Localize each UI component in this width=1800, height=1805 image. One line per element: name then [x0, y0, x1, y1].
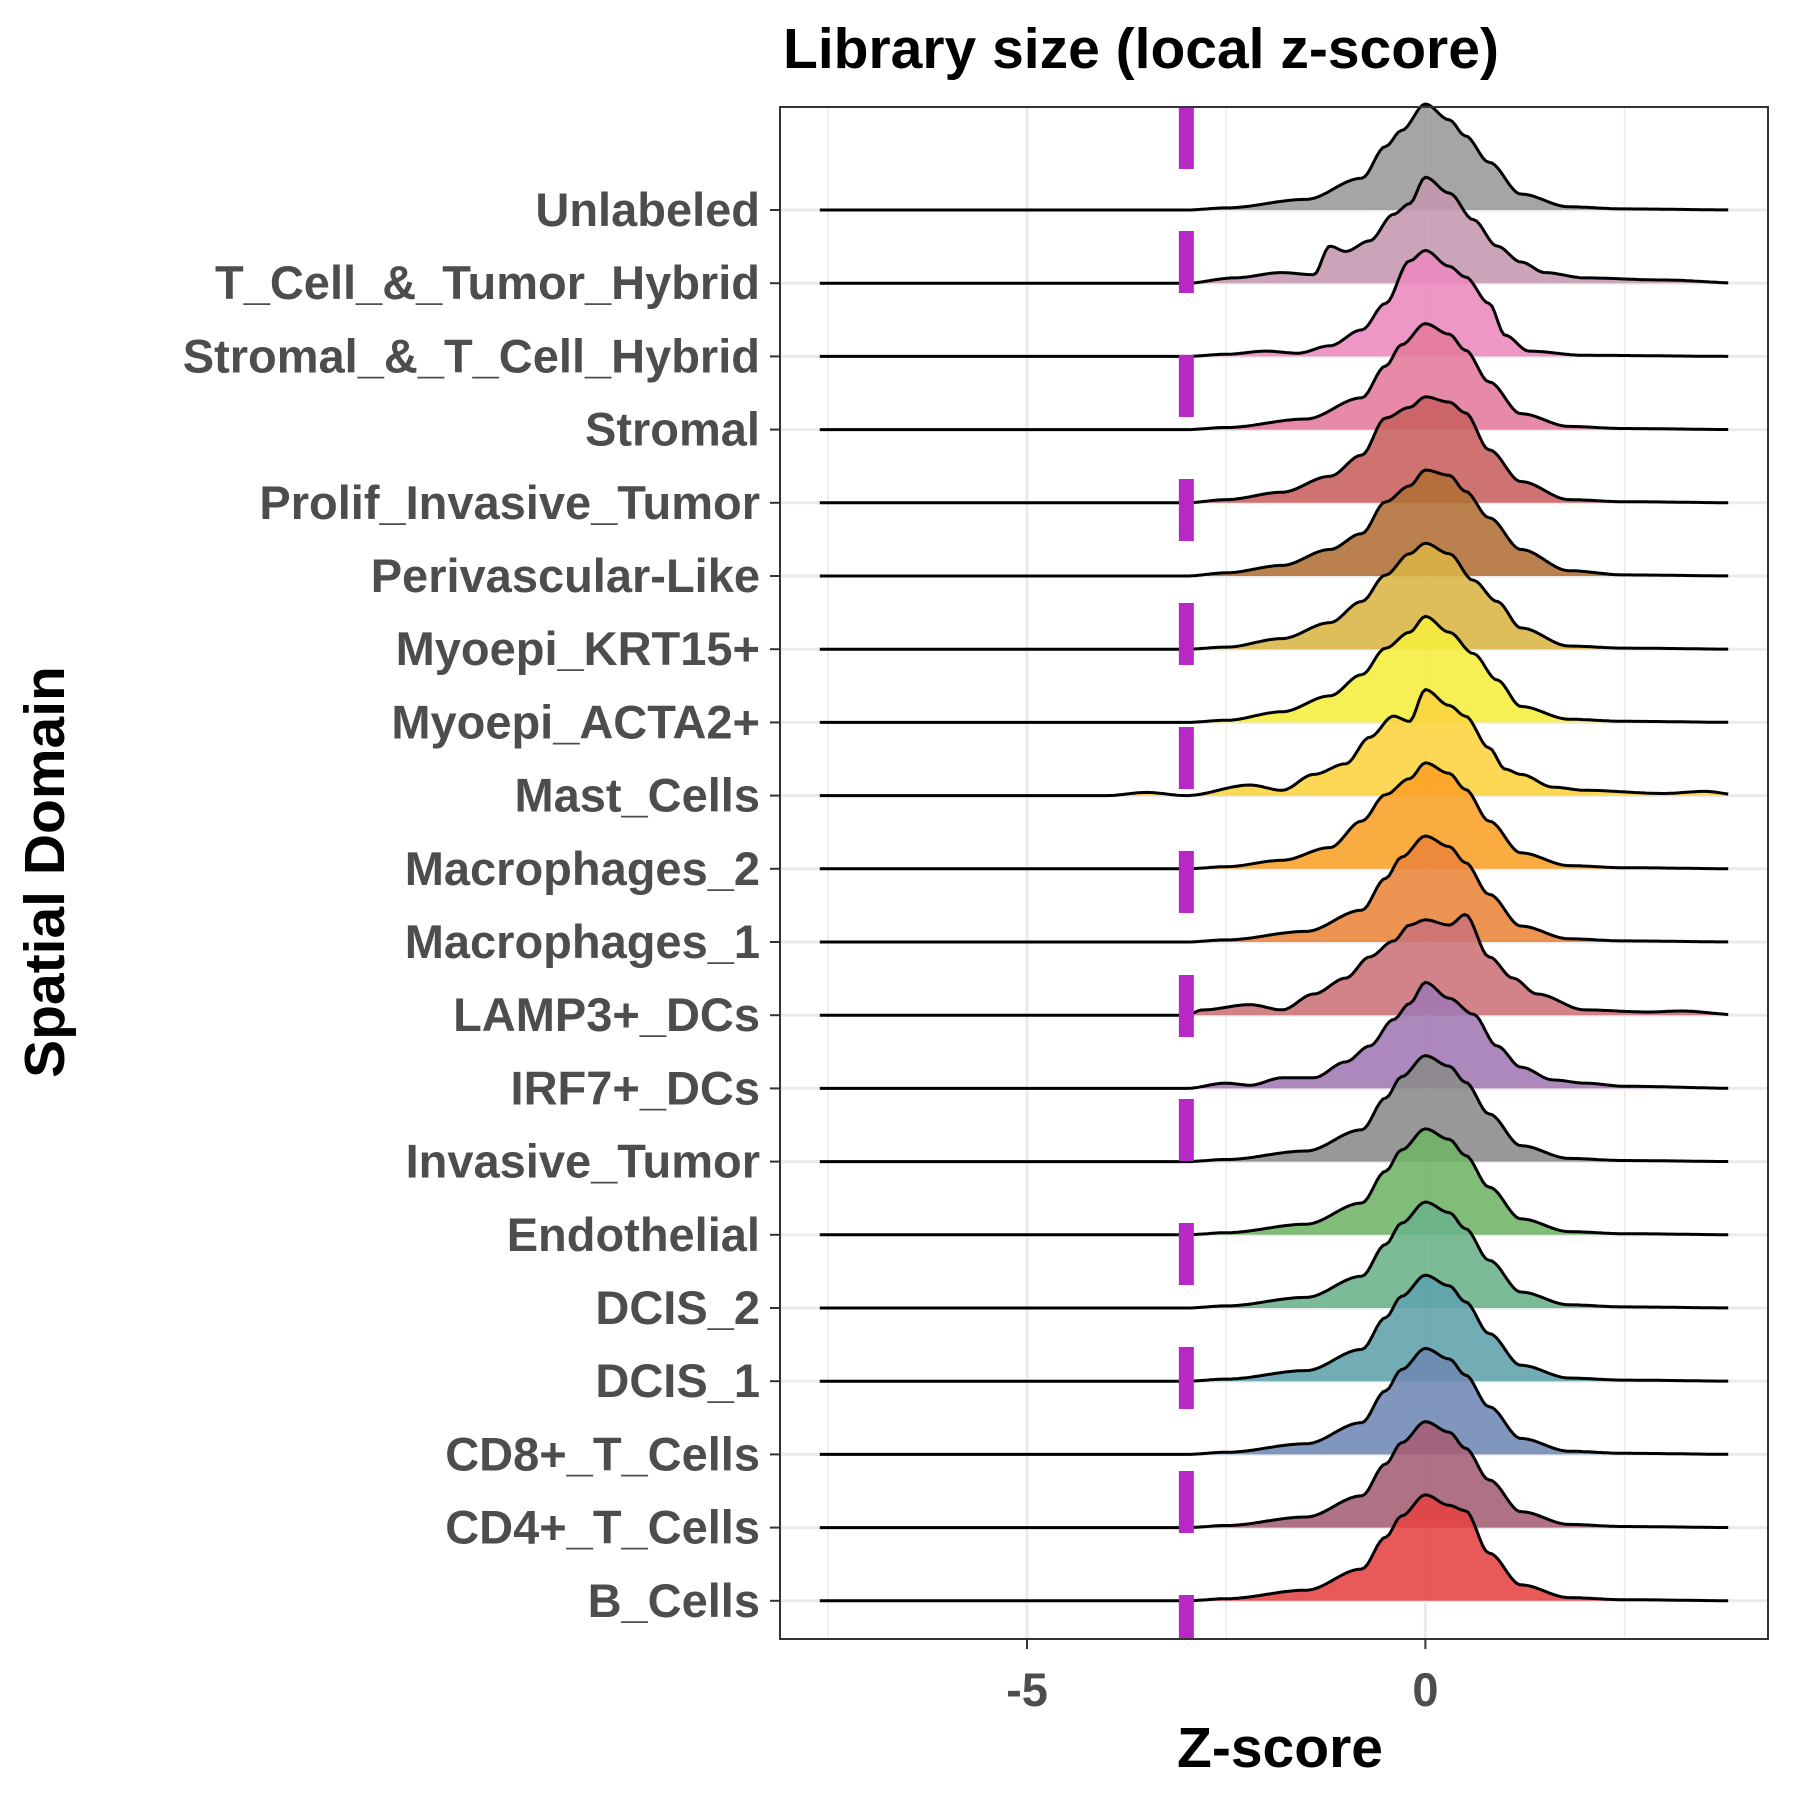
ridge-outline-invasive-tumor: [819, 1054, 1729, 1164]
ridge-fill-myoepi-krt15: [819, 543, 1729, 650]
ridge-layer: [819, 102, 1729, 1603]
y-category-label: IRF7+_DCs: [511, 1061, 760, 1114]
category-label-layer: Unlabeled T_Cell_&_Tumor_Hybrid Stromal_&_…: [183, 183, 780, 1627]
y-category-label: Macrophages_2: [405, 842, 760, 895]
y-category-label: Invasive_Tumor: [406, 1135, 760, 1188]
y-category-label: Endothelial: [507, 1208, 760, 1261]
ridge-outline-dcis-1: [819, 1273, 1729, 1383]
y-category-label: CD4+_T_Cells: [445, 1501, 760, 1554]
y-category-label: B_Cells: [588, 1574, 760, 1627]
ridge-fill-macrophages-1: [819, 836, 1729, 942]
ridge-outline-macrophages-1: [819, 834, 1729, 944]
ridge-outline-myoepi-acta2: [819, 614, 1729, 724]
y-category-label: Mast_Cells: [514, 769, 760, 822]
ridge-fill-unlabeled: [819, 104, 1729, 210]
ridge-fill-myoepi-acta2: [819, 616, 1729, 723]
ridge-fill-perivascular-like: [819, 470, 1729, 576]
ridge-outline-cd8-t-cells: [819, 1346, 1729, 1456]
y-category-label: Myoepi_ACTA2+: [391, 695, 760, 748]
y-category-label: Prolif_Invasive_Tumor: [259, 476, 760, 529]
y-category-label: Stromal_&_T_Cell_Hybrid: [183, 329, 760, 382]
ridge-fill-t-cell-tumor-hybrid: [819, 177, 1729, 284]
y-category-label: Macrophages_1: [405, 915, 760, 968]
ridge-outline-irf7-dcs: [819, 980, 1729, 1090]
ridge-outline-macrophages-2: [819, 761, 1729, 871]
ridge-outline-stromal-t-cell-hybrid: [819, 248, 1729, 358]
x-tick-label: -5: [1006, 1663, 1048, 1716]
ridge-outline-t-cell-tumor-hybrid: [819, 175, 1729, 285]
ridge-fill-prolif-invasive-tumor: [819, 396, 1729, 503]
chart-title: Library size (local z-score): [783, 17, 1499, 81]
ridge-outline-stromal: [819, 322, 1729, 432]
ridge-fill-irf7-dcs: [819, 982, 1729, 1089]
y-category-label: LAMP3+_DCs: [453, 988, 760, 1041]
ridge-outline-lamp3-dcs: [819, 913, 1729, 1017]
panel-border: [779, 106, 1769, 1640]
ridge-fill-dcis-2: [819, 1202, 1729, 1308]
ridge-outline-perivascular-like: [819, 468, 1729, 578]
ridge-outline-cd4-t-cells: [819, 1420, 1729, 1530]
ridge-fill-dcis-1: [819, 1275, 1729, 1382]
y-category-label: Perivascular-Like: [371, 549, 760, 602]
ridge-fill-endothelial: [819, 1128, 1729, 1235]
y-category-label: Unlabeled: [535, 183, 760, 236]
ridge-fill-lamp3-dcs: [819, 914, 1729, 1016]
y-category-label: DCIS_1: [595, 1354, 760, 1407]
y-category-label: Stromal: [585, 403, 760, 456]
x-tick-label: 0: [1412, 1663, 1438, 1716]
y-category-label: DCIS_2: [595, 1281, 760, 1334]
ridge-fill-cd4-t-cells: [819, 1421, 1729, 1528]
ridge-fill-mast-cells: [819, 689, 1729, 796]
ridge-outline-mast-cells: [819, 688, 1729, 798]
ridge-fill-stromal: [819, 323, 1729, 430]
ridge-outline-myoepi-krt15: [819, 541, 1729, 651]
x-axis-title: Z-score: [1177, 1716, 1383, 1780]
ridge-fill-b-cells: [819, 1494, 1729, 1601]
ridge-fill-macrophages-2: [819, 762, 1729, 869]
y-category-label: Myoepi_KRT15+: [396, 622, 760, 675]
y-axis-title: Spatial Domain: [13, 666, 77, 1078]
x-tick-layer: -5 0: [1006, 1639, 1438, 1716]
y-category-label: T_Cell_&_Tumor_Hybrid: [215, 256, 760, 309]
ridge-outline-unlabeled: [819, 102, 1729, 212]
ridge-fill-cd8-t-cells: [819, 1348, 1729, 1455]
ridge-outline-prolif-invasive-tumor: [819, 395, 1729, 505]
ridge-outline-b-cells: [819, 1493, 1729, 1603]
ridge-outline-endothelial: [819, 1127, 1729, 1237]
y-category-label: CD8+_T_Cells: [445, 1427, 760, 1480]
ridge-outline-dcis-2: [819, 1200, 1729, 1310]
ridge-fill-invasive-tumor: [819, 1055, 1729, 1162]
